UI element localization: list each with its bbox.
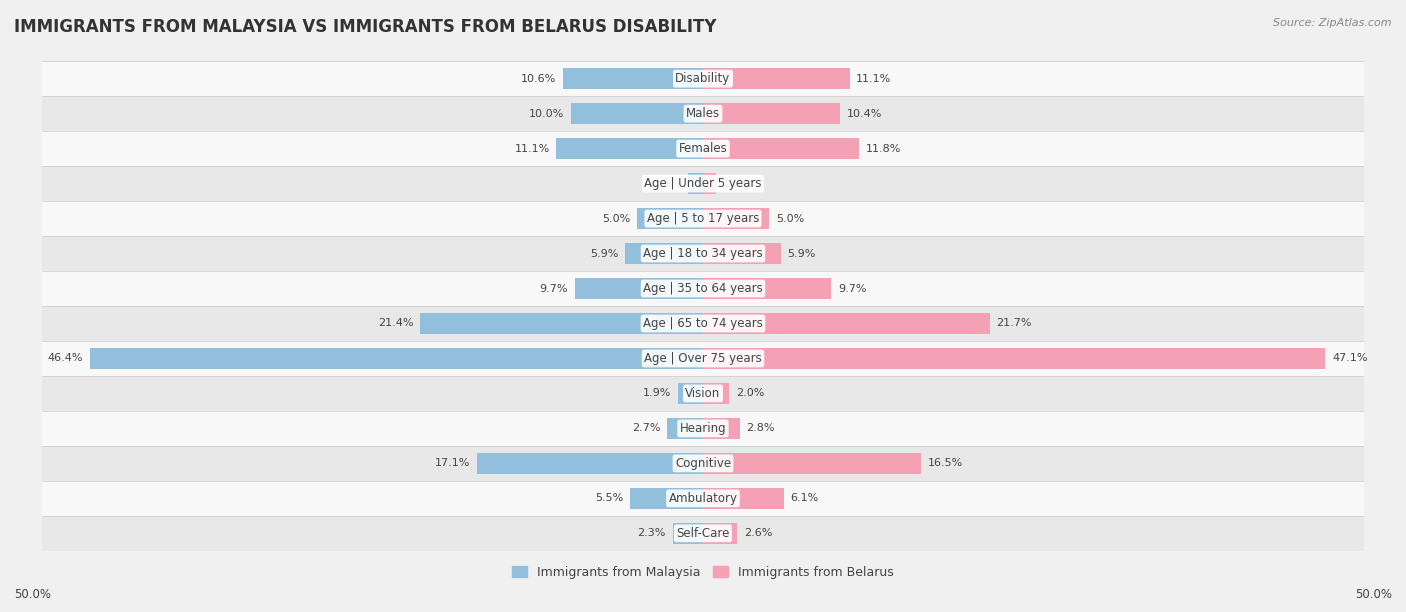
Text: 2.6%: 2.6% <box>744 528 772 539</box>
Bar <box>571 103 703 124</box>
Bar <box>42 446 1364 481</box>
Bar <box>703 418 740 439</box>
Bar <box>42 481 1364 516</box>
Bar <box>703 488 783 509</box>
Text: Self-Care: Self-Care <box>676 527 730 540</box>
Text: 10.6%: 10.6% <box>522 73 557 84</box>
Text: 5.0%: 5.0% <box>776 214 804 223</box>
Text: 1.1%: 1.1% <box>654 179 682 188</box>
Text: 10.0%: 10.0% <box>529 109 564 119</box>
Bar <box>42 306 1364 341</box>
Bar <box>42 201 1364 236</box>
Text: 1.0%: 1.0% <box>723 179 751 188</box>
Text: Age | 5 to 17 years: Age | 5 to 17 years <box>647 212 759 225</box>
Text: Ambulatory: Ambulatory <box>668 492 738 505</box>
Bar <box>637 208 703 229</box>
Text: Age | 18 to 34 years: Age | 18 to 34 years <box>643 247 763 260</box>
Text: 11.8%: 11.8% <box>866 144 901 154</box>
Text: 46.4%: 46.4% <box>48 354 83 364</box>
Bar <box>562 68 703 89</box>
Bar <box>42 61 1364 96</box>
Text: IMMIGRANTS FROM MALAYSIA VS IMMIGRANTS FROM BELARUS DISABILITY: IMMIGRANTS FROM MALAYSIA VS IMMIGRANTS F… <box>14 18 717 36</box>
Bar <box>678 383 703 404</box>
Bar <box>626 243 703 264</box>
Text: 5.5%: 5.5% <box>596 493 624 503</box>
Text: 10.4%: 10.4% <box>846 109 883 119</box>
Text: 5.0%: 5.0% <box>602 214 630 223</box>
Bar <box>42 411 1364 446</box>
Text: Age | 35 to 64 years: Age | 35 to 64 years <box>643 282 763 295</box>
Bar <box>703 523 737 544</box>
Text: Age | Under 5 years: Age | Under 5 years <box>644 177 762 190</box>
Text: 2.8%: 2.8% <box>747 424 775 433</box>
Text: 9.7%: 9.7% <box>540 283 568 294</box>
Text: Age | 65 to 74 years: Age | 65 to 74 years <box>643 317 763 330</box>
Text: Males: Males <box>686 107 720 120</box>
Bar <box>42 96 1364 131</box>
Bar <box>703 173 716 194</box>
Text: 11.1%: 11.1% <box>515 144 550 154</box>
Text: 2.3%: 2.3% <box>637 528 666 539</box>
Text: Source: ZipAtlas.com: Source: ZipAtlas.com <box>1274 18 1392 28</box>
Bar <box>703 68 849 89</box>
Bar <box>703 208 769 229</box>
Bar <box>557 138 703 159</box>
Bar <box>703 278 831 299</box>
Text: 5.9%: 5.9% <box>787 248 815 258</box>
Bar <box>477 453 703 474</box>
Bar <box>703 453 921 474</box>
Text: 50.0%: 50.0% <box>1355 588 1392 600</box>
Legend: Immigrants from Malaysia, Immigrants from Belarus: Immigrants from Malaysia, Immigrants fro… <box>508 561 898 584</box>
Text: 16.5%: 16.5% <box>928 458 963 468</box>
Text: 1.9%: 1.9% <box>643 389 671 398</box>
Text: Vision: Vision <box>685 387 721 400</box>
Bar <box>703 313 990 334</box>
Bar <box>689 173 703 194</box>
Text: 17.1%: 17.1% <box>434 458 471 468</box>
Bar <box>575 278 703 299</box>
Bar <box>703 138 859 159</box>
Text: 11.1%: 11.1% <box>856 73 891 84</box>
Text: 6.1%: 6.1% <box>790 493 818 503</box>
Text: 21.7%: 21.7% <box>997 318 1032 329</box>
Bar <box>42 166 1364 201</box>
Bar <box>42 376 1364 411</box>
Text: 21.4%: 21.4% <box>378 318 413 329</box>
Text: Females: Females <box>679 142 727 155</box>
Bar <box>42 516 1364 551</box>
Bar <box>703 103 841 124</box>
Text: 50.0%: 50.0% <box>14 588 51 600</box>
Bar <box>42 341 1364 376</box>
Text: 2.7%: 2.7% <box>633 424 661 433</box>
Bar <box>42 271 1364 306</box>
Text: Hearing: Hearing <box>679 422 727 435</box>
Bar <box>42 236 1364 271</box>
Text: Age | Over 75 years: Age | Over 75 years <box>644 352 762 365</box>
Bar <box>703 348 1326 369</box>
Text: Disability: Disability <box>675 72 731 85</box>
Bar <box>703 243 780 264</box>
Bar <box>420 313 703 334</box>
Bar <box>90 348 703 369</box>
Bar <box>672 523 703 544</box>
Text: 9.7%: 9.7% <box>838 283 866 294</box>
Text: 5.9%: 5.9% <box>591 248 619 258</box>
Bar <box>668 418 703 439</box>
Bar <box>42 131 1364 166</box>
Text: 47.1%: 47.1% <box>1331 354 1368 364</box>
Text: Cognitive: Cognitive <box>675 457 731 470</box>
Text: 2.0%: 2.0% <box>737 389 765 398</box>
Bar <box>703 383 730 404</box>
Bar <box>630 488 703 509</box>
